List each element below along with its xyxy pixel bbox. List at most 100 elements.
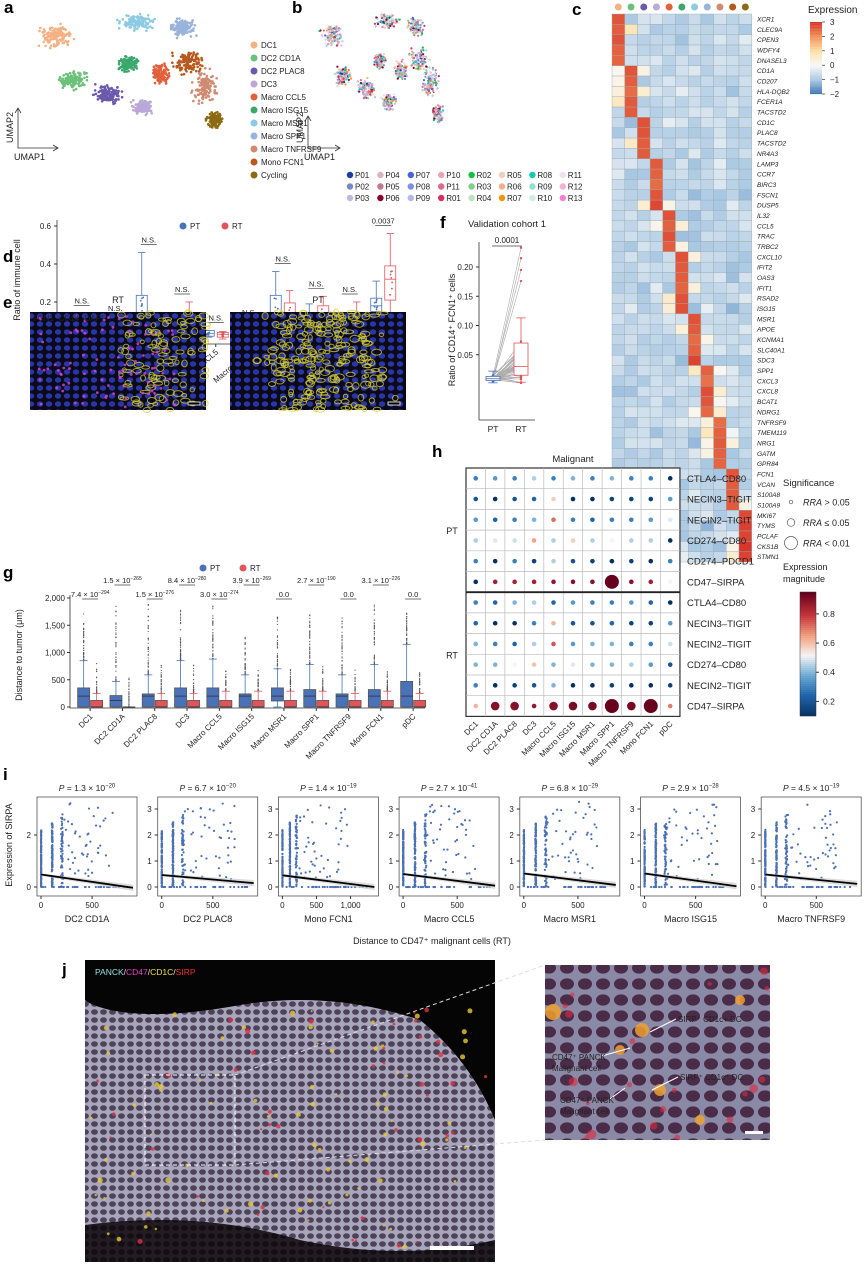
umap-point bbox=[355, 80, 359, 84]
umap-point bbox=[137, 23, 141, 27]
umap-point bbox=[396, 77, 399, 80]
heatmap-cell bbox=[726, 13, 740, 25]
umap-point bbox=[203, 85, 206, 88]
colorbar-title: Expression bbox=[808, 5, 857, 16]
heatmap-cell bbox=[611, 106, 625, 118]
heatmap-cell bbox=[649, 179, 663, 190]
heatmap-cell bbox=[611, 365, 625, 377]
umap-point bbox=[163, 64, 167, 68]
y-tick-label: 500 bbox=[52, 676, 66, 685]
heatmap-cell bbox=[624, 148, 638, 159]
heatmap-row bbox=[611, 386, 752, 397]
umap-point bbox=[419, 19, 423, 22]
umap-point bbox=[48, 46, 52, 50]
umap-point bbox=[157, 66, 160, 69]
umap-point bbox=[395, 20, 398, 23]
umap-point bbox=[77, 71, 80, 75]
outlier-point bbox=[147, 627, 149, 629]
heatmap-cell bbox=[726, 344, 740, 356]
heatmap-row bbox=[611, 282, 752, 294]
heatmap-cell bbox=[624, 117, 638, 128]
scale-bar bbox=[387, 401, 401, 406]
channel-label: FCN1 bbox=[33, 314, 54, 323]
heatmap-column-dot bbox=[691, 3, 699, 11]
heatmap-cell bbox=[649, 168, 663, 180]
legend-label: P11 bbox=[446, 183, 460, 192]
heatmap-row bbox=[611, 292, 752, 304]
heatmap-cell bbox=[700, 106, 714, 118]
heatmap-cell bbox=[649, 355, 663, 366]
umap-point bbox=[67, 31, 71, 34]
heatmap-cell bbox=[637, 158, 651, 170]
outlier-point bbox=[244, 665, 246, 667]
umap-point bbox=[390, 23, 393, 26]
umap-point bbox=[175, 66, 179, 69]
heatmap-cell bbox=[624, 86, 638, 97]
heatmap-cell bbox=[649, 417, 663, 428]
heatmap-cell bbox=[649, 427, 663, 439]
heatmap-cell bbox=[637, 241, 651, 253]
heatmap-cell bbox=[675, 261, 689, 273]
umap-point bbox=[194, 57, 198, 61]
fcn1-signal bbox=[155, 350, 159, 354]
heatmap-column-dot bbox=[729, 3, 737, 11]
legend-label: R05 bbox=[507, 171, 522, 180]
umap-point bbox=[341, 68, 345, 71]
colorbar-segment bbox=[810, 74, 822, 77]
umap-point bbox=[330, 26, 333, 29]
heatmap-cell bbox=[662, 106, 676, 118]
umap-point bbox=[408, 53, 411, 57]
outlier-point bbox=[179, 645, 182, 647]
fcn1-signal bbox=[57, 369, 60, 372]
umap-point bbox=[192, 27, 195, 30]
umap-point bbox=[71, 78, 75, 82]
heatmap-cell bbox=[675, 396, 689, 408]
heatmap-cell bbox=[675, 127, 689, 139]
fcn1-signal bbox=[153, 366, 157, 370]
umap-cluster-mono-fcn1 bbox=[171, 51, 204, 76]
legend-label: R13 bbox=[568, 194, 583, 203]
heatmap-cell bbox=[738, 179, 752, 190]
umap-point bbox=[198, 84, 202, 87]
legend-label: RT bbox=[250, 564, 261, 573]
heatmap-cell bbox=[637, 96, 651, 108]
umap-point bbox=[390, 13, 393, 17]
umap-point bbox=[376, 63, 379, 66]
heatmap-row bbox=[611, 210, 752, 222]
umap-point bbox=[407, 21, 411, 24]
heatmap-cell bbox=[675, 179, 689, 190]
outlier-point bbox=[192, 667, 195, 670]
outlier-point bbox=[192, 690, 195, 692]
umap-point bbox=[59, 22, 62, 26]
umap-point bbox=[369, 82, 372, 85]
umap-point bbox=[68, 81, 72, 85]
outlier-point bbox=[147, 672, 149, 674]
heatmap-cell bbox=[611, 324, 625, 335]
heatmap-cell bbox=[700, 65, 714, 77]
outlier-point bbox=[160, 675, 162, 677]
box-rt bbox=[216, 331, 229, 340]
heatmap-cell bbox=[649, 86, 663, 97]
umap-point bbox=[129, 100, 133, 104]
colorbar-segment bbox=[810, 32, 822, 35]
heatmap-cell bbox=[688, 417, 702, 428]
heatmap-cell bbox=[738, 427, 752, 439]
umap-point bbox=[207, 81, 210, 84]
umap-point bbox=[146, 105, 149, 109]
umap-point bbox=[366, 76, 369, 80]
heatmap-row bbox=[611, 417, 752, 428]
outlier-point bbox=[147, 654, 149, 656]
umap-point bbox=[127, 21, 130, 24]
umap-point bbox=[67, 40, 70, 43]
umap-point bbox=[197, 80, 200, 84]
y-tick-label: 0.20 bbox=[457, 263, 473, 272]
umap-point bbox=[382, 52, 386, 56]
umap-point bbox=[336, 85, 339, 88]
umap-point bbox=[186, 26, 189, 30]
umap-point bbox=[55, 30, 58, 34]
umap-point bbox=[372, 89, 376, 92]
heatmap-cell bbox=[662, 292, 676, 304]
umap-point bbox=[150, 111, 153, 115]
umap-point bbox=[358, 88, 361, 91]
heatmap-cell bbox=[738, 303, 752, 315]
